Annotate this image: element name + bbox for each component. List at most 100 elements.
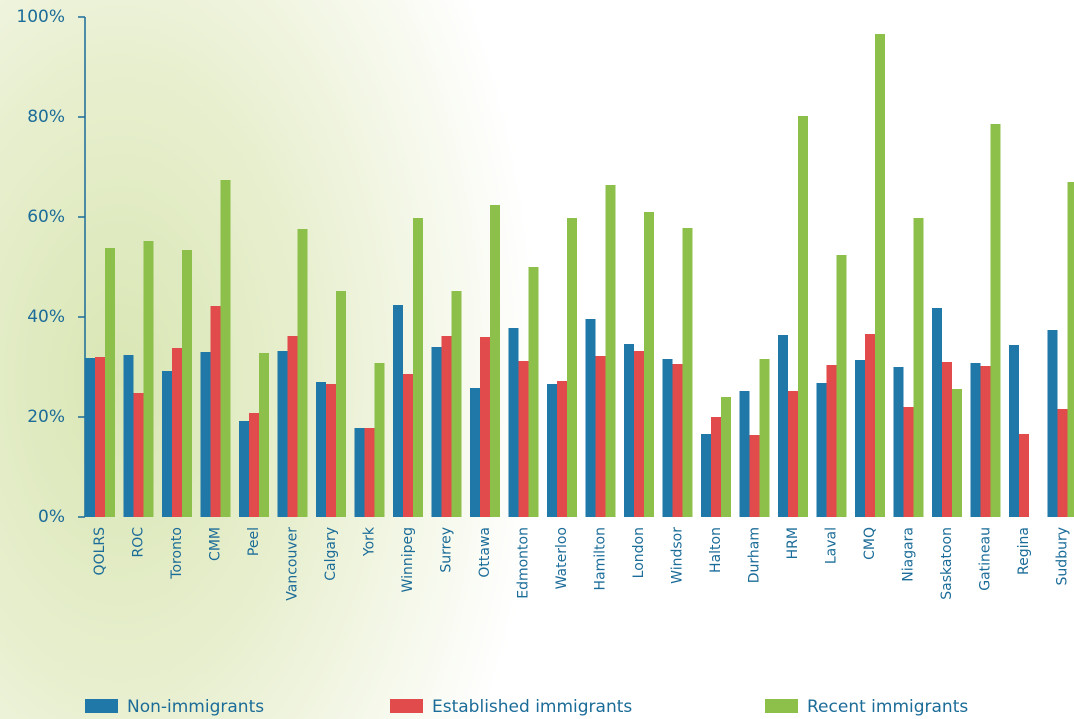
x-tick-label: Edmonton (516, 527, 532, 599)
bar (904, 407, 914, 517)
bar (490, 205, 500, 517)
bar (95, 357, 105, 517)
bar (855, 360, 865, 517)
bar (326, 384, 336, 517)
bar (134, 393, 144, 517)
bar (105, 248, 115, 517)
bar (442, 336, 452, 517)
bar (375, 363, 385, 517)
bar (278, 351, 288, 517)
bar (971, 363, 981, 517)
x-tick-label: Ottawa (477, 527, 493, 578)
y-tick-label: 100% (16, 7, 65, 27)
bar (624, 344, 634, 517)
x-tick-label: Vancouver (285, 527, 301, 601)
bar (683, 228, 693, 517)
bar (172, 348, 182, 517)
bar (529, 267, 539, 517)
x-tick-label: Laval (824, 527, 840, 564)
bar (162, 371, 172, 517)
bar (547, 384, 557, 517)
bar (634, 351, 644, 517)
bar (201, 352, 211, 517)
x-tick-label: CMM (208, 527, 224, 561)
chart: 0%20%40%60%80%100%QOLRSROCTorontoCMMPeel… (0, 0, 1074, 719)
bar (644, 212, 654, 517)
legend-label: Established immigrants (432, 697, 632, 717)
legend-swatch (765, 699, 798, 713)
bar (480, 337, 490, 517)
bar (393, 305, 403, 517)
legend-label: Non-immigrants (127, 697, 264, 717)
bar (894, 367, 904, 517)
x-tick-label: HRM (785, 527, 801, 559)
bar (942, 362, 952, 517)
bar (316, 382, 326, 517)
bar (519, 361, 529, 517)
legend-swatch (390, 699, 423, 713)
x-tick-label: Sudbury (1055, 527, 1071, 585)
bar (596, 356, 606, 517)
x-tick-label: QOLRS (92, 527, 108, 576)
x-tick-label: Durham (747, 527, 763, 583)
bar (452, 291, 462, 517)
bar (932, 308, 942, 517)
bar (778, 335, 788, 517)
bar (221, 180, 231, 517)
bar (914, 218, 924, 517)
bar (288, 336, 298, 517)
bar (711, 417, 721, 517)
bar (432, 347, 442, 517)
bar (750, 435, 760, 517)
x-tick-label: Winnipeg (400, 527, 416, 592)
page: 0%20%40%60%80%100%QOLRSROCTorontoCMMPeel… (0, 0, 1074, 719)
bar (981, 366, 991, 517)
bar (740, 391, 750, 517)
bar (403, 374, 413, 517)
bar (952, 389, 962, 517)
bar (760, 359, 770, 517)
bar (1048, 330, 1058, 517)
y-tick-label: 0% (38, 507, 65, 527)
bar (875, 34, 885, 517)
bar (249, 413, 259, 517)
legend-label: Recent immigrants (807, 697, 968, 717)
x-tick-label: York (362, 526, 378, 557)
x-tick-label: Peel (246, 527, 262, 556)
bar (85, 358, 95, 517)
bar (788, 391, 798, 517)
bar (124, 355, 134, 517)
bar (586, 319, 596, 517)
bar (1019, 434, 1029, 517)
bar (355, 428, 365, 517)
bar (991, 124, 1001, 517)
x-tick-label: Windsor (670, 527, 686, 584)
x-tick-label: Toronto (169, 527, 185, 580)
legend-swatch (85, 699, 118, 713)
bar (1009, 345, 1019, 517)
bar (701, 434, 711, 517)
y-tick-label: 80% (27, 107, 65, 127)
x-tick-label: ROC (131, 527, 147, 558)
bar (663, 359, 673, 517)
bar (606, 185, 616, 517)
bar (298, 229, 308, 517)
bar (211, 306, 221, 517)
bar (557, 381, 567, 517)
x-tick-label: London (631, 527, 647, 578)
bar (837, 255, 847, 517)
bar (865, 334, 875, 517)
x-tick-label: Waterloo (554, 527, 570, 589)
bar (365, 428, 375, 517)
x-tick-label: Calgary (323, 527, 339, 581)
x-tick-label: Hamilton (593, 527, 609, 590)
x-tick-label: Niagara (901, 527, 917, 582)
y-tick-label: 20% (27, 407, 65, 427)
bar (798, 116, 808, 517)
bar (721, 397, 731, 517)
bar (1068, 182, 1074, 517)
bar (1058, 409, 1068, 517)
x-tick-label: Surrey (439, 527, 455, 573)
bar (567, 218, 577, 517)
x-tick-label: Regina (1016, 527, 1032, 575)
